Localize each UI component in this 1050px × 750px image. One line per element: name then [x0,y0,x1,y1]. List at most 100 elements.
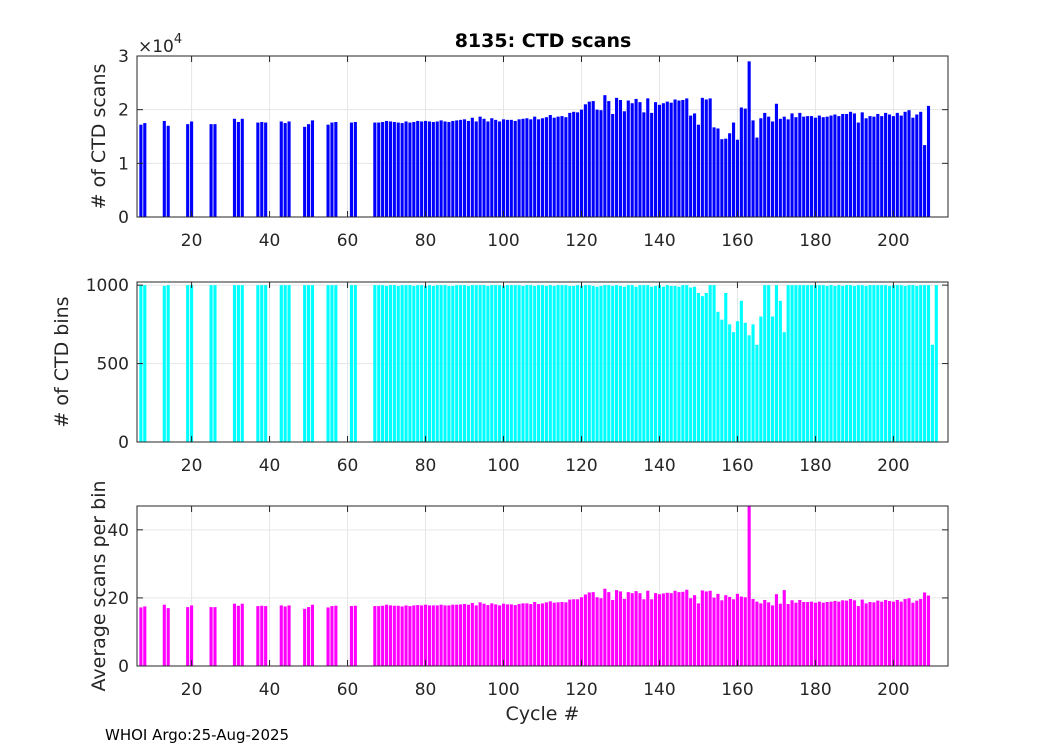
bar [634,286,638,442]
bar [677,592,681,666]
bar [162,120,166,217]
bar [513,285,517,442]
bar [513,605,517,666]
bar [564,285,568,442]
bar [747,335,751,442]
y-tick-label: 2 [118,101,129,121]
bar [860,285,864,442]
bar [603,285,607,442]
bar [759,316,763,442]
bar [373,606,377,666]
x-tick-label: 60 [337,680,359,700]
y-tick-label: 1 [118,154,129,174]
bar [704,99,708,217]
bar [431,285,435,442]
bar [770,316,775,442]
bar [884,285,888,442]
bar [306,285,311,442]
bar [525,118,529,217]
bar [537,285,541,442]
bar [825,285,829,442]
bar [923,592,927,666]
bar [552,285,556,442]
bar [256,285,260,442]
bar [864,118,868,217]
bar [143,123,147,217]
bar [911,117,915,217]
bar [677,100,681,217]
bar [381,605,385,666]
bar [774,103,779,217]
bar [330,285,334,442]
bar [868,602,872,666]
bar [880,285,884,442]
bar [821,602,825,666]
bar [572,599,576,666]
bar [552,602,556,666]
bar [540,285,545,442]
bar [661,286,665,442]
bar [876,113,880,217]
bar [806,116,810,217]
bar [634,98,638,217]
bar [412,122,416,217]
bar [451,120,455,217]
bar [260,605,264,666]
bar [739,300,743,442]
bar [349,285,354,442]
bar [755,344,759,442]
bar [330,122,334,217]
bar [447,285,451,442]
bar [677,286,681,442]
bar [330,606,334,666]
bar [517,285,521,442]
bar [186,607,190,666]
bar [767,285,771,442]
x-tick-label: 200 [877,456,909,476]
bar [848,111,853,217]
chart-title: 8135: CTD scans [455,30,632,52]
bar [915,600,919,666]
bar [455,285,459,442]
bar [693,286,697,442]
bar [439,285,443,442]
bar [821,117,825,217]
bar [880,601,884,666]
bar [190,285,194,442]
bar [809,601,814,666]
bar [856,285,860,442]
bar [420,605,424,666]
bar [560,602,564,666]
bar [907,598,911,666]
bar [474,285,478,442]
bar [720,319,724,442]
bar [615,285,619,442]
x-tick-label: 120 [565,680,597,700]
bar [166,125,170,217]
bar [638,285,642,442]
bar [887,285,892,442]
bar [926,285,931,442]
bar [891,285,895,442]
bar [876,285,880,442]
x-axis-label: Cycle # [506,703,580,725]
bar [907,110,911,217]
y-tick-label: 3 [118,47,129,67]
bar [388,121,392,217]
bar [841,285,845,442]
bar [806,285,810,442]
bar [767,602,771,666]
bar [420,121,424,217]
bar [650,599,654,666]
bar [696,603,701,666]
bar [400,606,404,666]
bar [673,285,677,442]
bar [521,118,525,217]
bar [825,602,829,666]
panel-ctd-bins: 20 40 60 80 100 120 140 160 180 200 0 500 1000 # of C… [51,276,949,476]
x-tick-label: 80 [415,680,437,700]
y-tick-label: 0 [118,208,129,228]
bar [630,103,634,217]
bar [232,603,237,666]
bar [490,118,494,217]
